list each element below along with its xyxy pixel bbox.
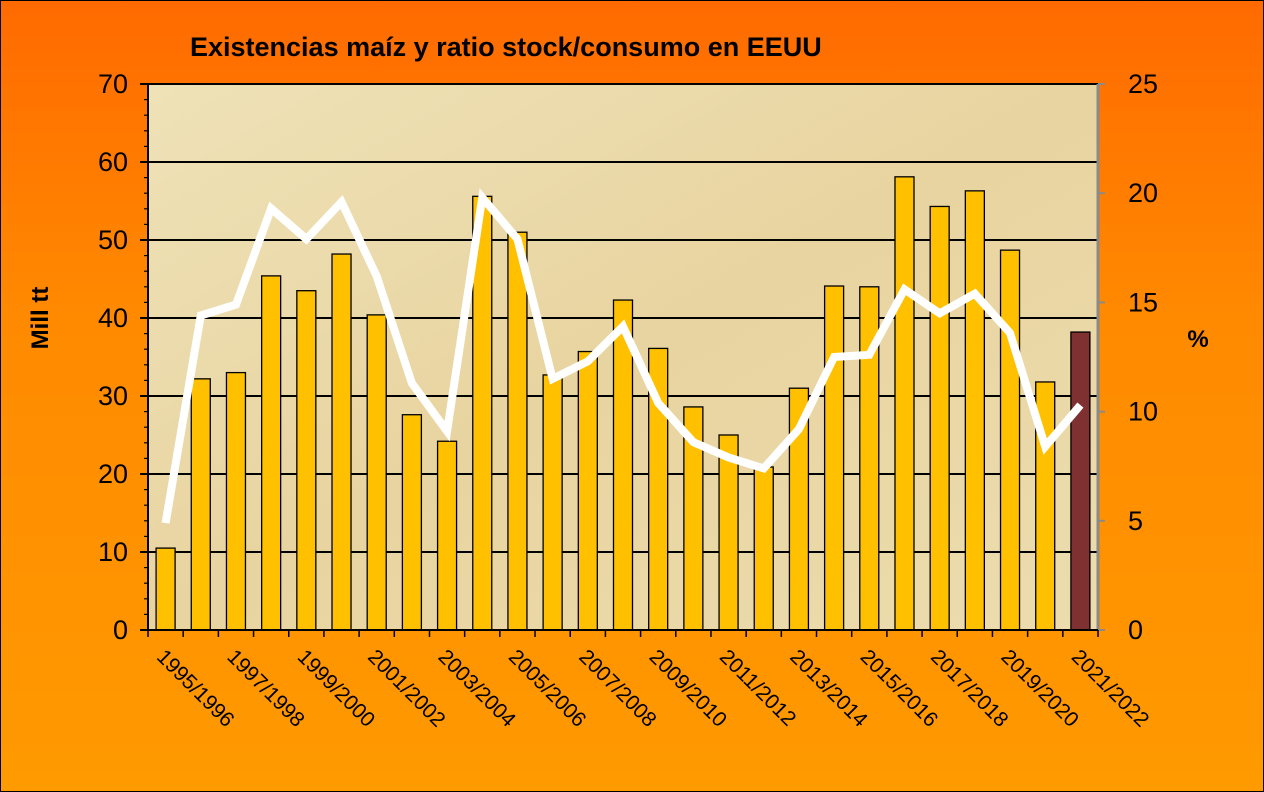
bar [823,285,845,631]
bar [999,249,1021,631]
bar [225,371,247,631]
y-tick-label: 50 [98,225,128,255]
bar [929,205,950,631]
left-axis-ticks: 0 10 20 30 40 50 60 70 [98,69,148,645]
bar [507,231,528,631]
y2-tick-label: 0 [1128,615,1143,645]
ratio-line-series [161,188,1084,524]
chart-title: Existencias maíz y ratio stock/consumo e… [190,32,822,62]
bar [366,314,387,631]
y2-tick-label: 20 [1128,178,1158,208]
bar [331,253,352,631]
bar [296,290,317,631]
y-tick-label: 30 [98,381,128,411]
bar [753,466,774,631]
y-tick-label: 20 [98,459,128,489]
bar [436,440,458,631]
bar [964,190,986,631]
bar [190,378,211,631]
bar [401,414,423,631]
axes [147,84,1100,631]
bar [542,374,563,631]
ratio-line [161,188,1084,524]
bar [894,176,915,631]
y-axis-title: Mill tt [27,287,54,350]
bar [155,547,176,631]
bar [718,434,739,631]
right-axis-ticks: 0 5 10 15 20 25 [1098,69,1158,645]
x-tick-label: 2021/2022 [1067,645,1153,731]
x-axis-ticks: 1995/19961997/19981999/20002001/20022003… [147,630,1153,732]
bar [577,350,598,631]
y-tick-label: 40 [98,303,128,333]
y-tick-label: 70 [98,69,128,99]
y2-tick-label: 10 [1128,397,1158,427]
y-tick-label: 0 [113,615,128,645]
bar [1070,331,1091,631]
y2-axis-title: % [1187,326,1208,353]
y-tick-label: 10 [98,537,128,567]
y-tick-label: 60 [98,147,128,177]
y2-tick-label: 15 [1128,287,1158,317]
bar [260,275,282,631]
y2-tick-label: 5 [1128,506,1143,536]
y2-tick-label: 25 [1128,69,1158,99]
